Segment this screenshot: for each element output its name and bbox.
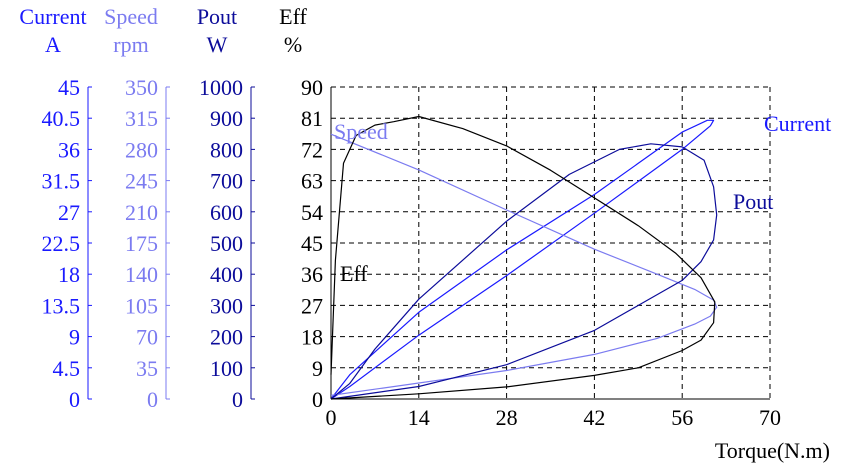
axis-eff-tick-label: 9 xyxy=(312,356,323,381)
series-eff-curve xyxy=(330,115,716,400)
axis-pout-tick-label: 1000 xyxy=(199,75,243,100)
x-axis-label: Torque(N.m) xyxy=(715,438,830,463)
axis-eff-title: Eff xyxy=(279,4,307,29)
axis-current-tick-label: 22.5 xyxy=(42,231,81,256)
axis-current-tick-label: 36 xyxy=(58,137,80,162)
axis-pout-tick-label: 0 xyxy=(232,387,243,412)
axis-current: Current A 0 4.5 9 13.5 18 22.5 27 31.5 36 40.5 45 xyxy=(19,4,92,412)
plot-grid: 0 14 28 42 56 70 xyxy=(326,86,781,430)
axis-speed-tick-label: 350 xyxy=(125,75,158,100)
axis-speed: Speed rpm 0 35 70 105 140 175 210 245 280 315 350 xyxy=(104,4,170,412)
axis-pout-tick-label: 400 xyxy=(210,262,243,287)
series-current-curve xyxy=(330,119,715,400)
axis-speed-tick-label: 280 xyxy=(125,137,158,162)
axis-pout-tick-label: 900 xyxy=(210,106,243,131)
axis-current-tick-label: 40.5 xyxy=(42,106,81,131)
axis-current-tick-label: 9 xyxy=(69,325,80,350)
series-pout-curve xyxy=(330,143,718,400)
axis-current-unit: A xyxy=(45,32,61,57)
axis-current-tick-label: 27 xyxy=(58,200,80,225)
axis-eff-tick-label: 27 xyxy=(301,293,323,318)
axis-eff-tick-label: 72 xyxy=(301,137,323,162)
axis-eff: Eff% 0 9 18 27 36 45 54 63 72 81 90 xyxy=(279,4,323,412)
axis-speed-tick-label: 140 xyxy=(125,262,158,287)
series-curves xyxy=(330,115,718,400)
x-tick-label: 0 xyxy=(326,405,337,430)
axis-pout-title: Pout xyxy=(197,4,237,29)
axis-speed-tick-label: 105 xyxy=(125,293,158,318)
series-speed-curve xyxy=(330,133,718,396)
series-labels: Current Speed Pout Eff xyxy=(334,111,831,286)
axis-eff-tick-label: 90 xyxy=(301,75,323,100)
y-axes: Current A 0 4.5 9 13.5 18 22.5 27 31.5 36 40.5 45 Spe… xyxy=(19,4,323,412)
axis-pout-tick-label: 200 xyxy=(210,325,243,350)
axis-current-tick-label: 45 xyxy=(58,75,80,100)
series-pout-label: Pout xyxy=(733,189,773,214)
x-tick-label: 70 xyxy=(759,405,781,430)
axis-pout-tick-label: 600 xyxy=(210,200,243,225)
axis-pout: Pout W 0 100 200 300 400 500 600 700 800 900 1000 xyxy=(197,4,255,412)
axis-eff-tick-label: 36 xyxy=(301,262,323,287)
axis-eff-unit: % xyxy=(284,32,302,57)
axis-current-tick-label: 31.5 xyxy=(42,169,81,194)
series-eff-label: Eff xyxy=(340,261,368,286)
axis-pout-tick-label: 700 xyxy=(210,169,243,194)
axis-current-tick-label: 13.5 xyxy=(42,293,81,318)
axis-current-title: Current xyxy=(19,4,86,29)
axis-current-tick-label: 4.5 xyxy=(53,356,81,381)
axis-speed-tick-label: 315 xyxy=(125,106,158,131)
x-tick-label: 56 xyxy=(671,405,693,430)
axis-speed-tick-label: 245 xyxy=(125,169,158,194)
x-tick-label: 14 xyxy=(408,405,430,430)
axis-pout-tick-label: 100 xyxy=(210,356,243,381)
axis-speed-tick-label: 35 xyxy=(136,356,158,381)
axis-eff-tick-label: 45 xyxy=(301,231,323,256)
axis-pout-tick-label: 800 xyxy=(210,137,243,162)
axis-speed-unit: rpm xyxy=(113,32,148,57)
axis-pout-tick-label: 500 xyxy=(210,231,243,256)
x-tick-label: 42 xyxy=(583,405,605,430)
axis-eff-tick-label: 81 xyxy=(301,106,323,131)
axis-pout-tick-label: 300 xyxy=(210,293,243,318)
axis-eff-tick-label: 0 xyxy=(312,387,323,412)
axis-speed-tick-label: 175 xyxy=(125,231,158,256)
axis-eff-tick-label: 54 xyxy=(301,200,323,225)
axis-speed-tick-label: 0 xyxy=(147,387,158,412)
axis-speed-title: Speed xyxy=(104,4,158,29)
series-current-label: Current xyxy=(764,111,831,136)
axis-pout-unit: W xyxy=(207,32,228,57)
axis-current-tick-label: 0 xyxy=(69,387,80,412)
series-speed-label: Speed xyxy=(334,119,388,144)
axis-eff-tick-label: 63 xyxy=(301,169,323,194)
x-tick-label: 28 xyxy=(496,405,518,430)
axis-speed-tick-label: 70 xyxy=(136,325,158,350)
axis-eff-tick-label: 18 xyxy=(301,325,323,350)
axis-speed-tick-label: 210 xyxy=(125,200,158,225)
axis-current-tick-label: 18 xyxy=(58,262,80,287)
